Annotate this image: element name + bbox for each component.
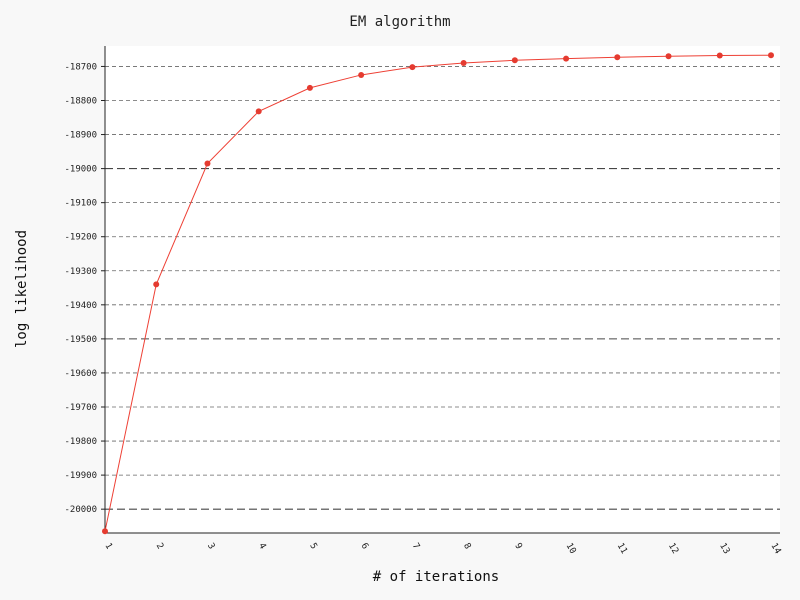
y-tick-label: -19200 bbox=[64, 233, 97, 243]
data-point bbox=[153, 281, 160, 288]
y-tick-label: -18900 bbox=[64, 131, 97, 141]
x-tick-label: 3 bbox=[205, 542, 216, 552]
y-tick-label: -18700 bbox=[64, 62, 97, 72]
data-point bbox=[460, 60, 467, 67]
data-point bbox=[768, 52, 774, 59]
data-point bbox=[102, 528, 108, 535]
series bbox=[102, 52, 774, 535]
y-tick-label: -19600 bbox=[64, 369, 97, 379]
x-tick-label: 11 bbox=[615, 542, 629, 556]
x-axis-label: # of iterations bbox=[373, 569, 499, 585]
plot-area bbox=[105, 46, 780, 533]
x-tick-label: 5 bbox=[307, 542, 318, 552]
x-tick-label: 14 bbox=[768, 542, 782, 556]
chart-title: EM algorithm bbox=[349, 14, 450, 30]
x-tick-label: 6 bbox=[359, 542, 370, 552]
x-tick-label: 9 bbox=[512, 542, 523, 552]
y-tick-label: -19500 bbox=[64, 335, 97, 345]
series-line bbox=[104, 54, 772, 532]
y-tick-labels: -20000 -19900 -19800 -19700 -19600 -19500 -194… bbox=[64, 62, 105, 515]
y-axis-label: log likelihood bbox=[14, 230, 30, 348]
grid-lines bbox=[105, 66, 780, 510]
data-point bbox=[204, 160, 211, 167]
data-point bbox=[511, 57, 518, 64]
data-point bbox=[716, 52, 723, 59]
y-tick-label: -19300 bbox=[64, 267, 97, 277]
y-tick-label: -19100 bbox=[64, 199, 97, 209]
y-tick-label: -19000 bbox=[64, 165, 97, 175]
y-tick-label: -20000 bbox=[64, 505, 97, 515]
x-tick-label: 7 bbox=[410, 542, 421, 552]
axes bbox=[104, 46, 780, 534]
x-tick-label: 13 bbox=[717, 542, 731, 556]
y-tick-label: -19400 bbox=[64, 301, 97, 311]
y-tick-label: -18800 bbox=[64, 96, 97, 106]
x-tick-label: 8 bbox=[461, 542, 472, 552]
x-tick-label: 4 bbox=[256, 542, 267, 552]
x-tick-labels: 1 2 3 4 5 6 7 8 9 10 11 12 13 14 bbox=[102, 542, 782, 556]
y-tick-label: -19900 bbox=[64, 471, 97, 481]
x-tick-label: 12 bbox=[666, 542, 680, 556]
x-tick-label: 1 bbox=[102, 542, 113, 552]
data-point bbox=[255, 108, 262, 115]
data-point bbox=[614, 54, 621, 61]
y-tick-label: -19800 bbox=[64, 437, 97, 447]
data-point bbox=[409, 64, 416, 71]
y-tick-label: -19700 bbox=[64, 403, 97, 413]
data-point bbox=[665, 53, 672, 60]
x-tick-label: 10 bbox=[563, 542, 577, 556]
data-point bbox=[563, 55, 570, 62]
data-point bbox=[306, 84, 313, 91]
data-point bbox=[358, 71, 365, 78]
x-tick-label: 2 bbox=[154, 542, 165, 552]
